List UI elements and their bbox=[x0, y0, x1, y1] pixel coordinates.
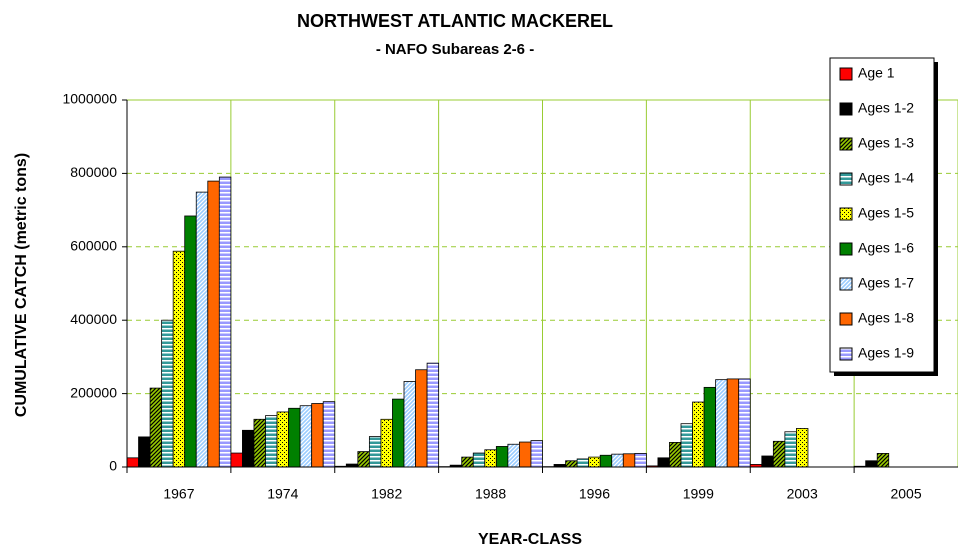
legend-label: Ages 1-8 bbox=[858, 310, 914, 326]
y-tick-label: 200000 bbox=[70, 384, 117, 400]
bar bbox=[403, 381, 416, 468]
bar bbox=[207, 180, 220, 468]
x-tick-label: 2003 bbox=[787, 486, 818, 502]
bar bbox=[565, 460, 578, 468]
bar bbox=[657, 457, 670, 468]
bar bbox=[149, 387, 163, 468]
legend-label: Ages 1-2 bbox=[858, 100, 914, 116]
legend-swatch bbox=[839, 102, 853, 116]
bar bbox=[299, 405, 313, 468]
x-tick-label: 1996 bbox=[579, 486, 610, 502]
bar bbox=[426, 362, 440, 468]
legend-swatch bbox=[839, 242, 853, 256]
legend-label: Ages 1-4 bbox=[858, 170, 914, 186]
bar bbox=[172, 250, 186, 468]
legend-swatch bbox=[839, 347, 853, 361]
legend-swatch bbox=[839, 172, 853, 186]
bar bbox=[715, 379, 728, 468]
bar bbox=[680, 423, 693, 468]
y-tick-label: 1000000 bbox=[62, 91, 117, 107]
bar bbox=[634, 453, 647, 468]
legend-swatch bbox=[839, 277, 853, 291]
bar bbox=[588, 456, 601, 468]
bar bbox=[138, 436, 151, 468]
bar bbox=[519, 441, 532, 468]
bar bbox=[530, 440, 543, 468]
bar bbox=[692, 401, 705, 468]
bar bbox=[415, 369, 428, 468]
bar bbox=[772, 440, 786, 468]
bar bbox=[611, 453, 624, 468]
bar bbox=[599, 454, 613, 468]
legend-label: Ages 1-7 bbox=[858, 275, 914, 291]
x-tick-label: 2005 bbox=[890, 486, 921, 502]
x-tick-label: 1988 bbox=[475, 486, 506, 502]
bar bbox=[357, 451, 370, 468]
bar bbox=[392, 398, 405, 468]
bar bbox=[230, 452, 243, 468]
x-tick-label: 1967 bbox=[163, 486, 194, 502]
bar bbox=[368, 436, 382, 468]
x-tick-label: 1982 bbox=[371, 486, 402, 502]
legend-swatch bbox=[839, 312, 853, 326]
bar bbox=[253, 418, 266, 468]
legend-swatch bbox=[839, 207, 853, 221]
bar bbox=[507, 443, 520, 468]
bar bbox=[265, 415, 278, 468]
bar bbox=[796, 428, 809, 468]
bar bbox=[276, 411, 289, 468]
bar bbox=[484, 449, 497, 468]
bar bbox=[218, 176, 232, 468]
y-tick-label: 400000 bbox=[70, 311, 117, 327]
bar bbox=[461, 456, 474, 468]
bar bbox=[472, 452, 486, 468]
legend-label: Age 1 bbox=[858, 65, 895, 81]
bar bbox=[195, 191, 209, 468]
bar bbox=[126, 457, 139, 468]
y-axis-title: CUMULATIVE CATCH (metric tons) bbox=[13, 153, 30, 417]
legend-label: Ages 1-5 bbox=[858, 205, 914, 221]
x-axis-title: YEAR-CLASS bbox=[478, 531, 582, 548]
bar bbox=[876, 453, 890, 468]
bar bbox=[242, 429, 255, 468]
bar bbox=[669, 442, 682, 468]
bar bbox=[184, 215, 197, 468]
x-tick-label: 1974 bbox=[267, 486, 298, 502]
legend-label: Ages 1-9 bbox=[858, 345, 914, 361]
bar bbox=[380, 418, 393, 468]
bar bbox=[322, 401, 336, 468]
bar bbox=[784, 431, 797, 468]
x-tick-label: 1999 bbox=[683, 486, 714, 502]
bar bbox=[726, 378, 740, 468]
legend-swatch bbox=[839, 137, 853, 151]
bar bbox=[738, 378, 751, 468]
chart-title: NORTHWEST ATLANTIC MACKEREL bbox=[297, 11, 613, 31]
bar bbox=[761, 455, 774, 468]
bar bbox=[311, 403, 324, 468]
bar bbox=[288, 407, 301, 468]
bar bbox=[495, 446, 509, 468]
bar bbox=[161, 319, 174, 468]
bar bbox=[576, 458, 590, 468]
bar bbox=[865, 460, 878, 468]
y-tick-label: 800000 bbox=[70, 164, 117, 180]
chart-subtitle: - NAFO Subareas 2-6 - bbox=[376, 41, 534, 58]
y-tick-label: 0 bbox=[109, 458, 117, 474]
bar bbox=[703, 386, 717, 468]
y-tick-label: 600000 bbox=[70, 238, 117, 254]
bar bbox=[622, 453, 636, 468]
legend-label: Ages 1-3 bbox=[858, 135, 914, 151]
legend-label: Ages 1-6 bbox=[858, 240, 914, 256]
legend-swatch bbox=[839, 67, 853, 81]
